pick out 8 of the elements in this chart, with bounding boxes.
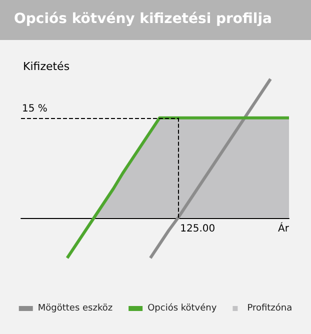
legend-label: Profitzóna xyxy=(247,302,292,314)
annotation: 15 % xyxy=(22,103,48,114)
annotation: 125.00 xyxy=(180,223,216,234)
legend-label: Opciós kötvény xyxy=(148,302,218,314)
legend-label: Mögöttes eszköz xyxy=(38,304,113,314)
y-axis-title: Kifizetés xyxy=(23,60,70,73)
x-axis-title: Ár xyxy=(278,221,290,234)
chart-title: Opciós kötvény kifizetési profilja xyxy=(0,0,311,40)
